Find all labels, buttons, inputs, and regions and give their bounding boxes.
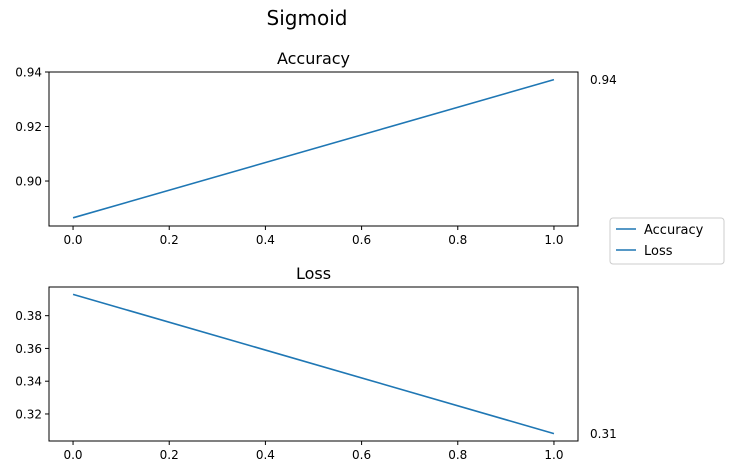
axes-frame-accuracy (48, 71, 579, 227)
y-tick-label-loss-2: 0.36 (15, 342, 42, 356)
subplot-title-loss: Loss (296, 264, 331, 283)
x-tick-label-accuracy-0: 0.0 (63, 233, 82, 247)
x-tick-label-loss-0: 0.0 (63, 448, 82, 462)
axes-frame-loss (48, 286, 579, 442)
series-line-accuracy-0 (72, 78, 555, 219)
x-tick-label-loss-3: 0.6 (352, 448, 371, 462)
y-tick-label-loss-3: 0.38 (15, 309, 42, 323)
x-tick-label-loss-1: 0.2 (160, 448, 179, 462)
axes-layer: Accuracy 0.0 0.2 0.4 0.6 0.8 1.0 0.90 0.92 0.94 0.… (15, 49, 616, 462)
subplot-accuracy: Accuracy 0.0 0.2 0.4 0.6 0.8 1.0 0.90 0.92 0.94 0.… (15, 49, 616, 247)
figure-title: Sigmoid (267, 6, 348, 30)
x-tick-label-loss-2: 0.4 (256, 448, 275, 462)
end-value-label-loss: 0.31 (590, 427, 617, 441)
x-tick-label-accuracy-3: 0.6 (352, 233, 371, 247)
legend-frame (609, 217, 725, 265)
x-tick-label-accuracy-2: 0.4 (256, 233, 275, 247)
end-value-label-accuracy: 0.94 (590, 73, 617, 87)
x-tick-label-accuracy-4: 0.8 (448, 233, 467, 247)
y-tick-label-accuracy-0: 0.90 (15, 175, 42, 189)
legend-label-accuracy: Accuracy (644, 223, 704, 238)
y-tick-label-accuracy-2: 0.94 (15, 66, 42, 80)
subplot-title-accuracy: Accuracy (277, 49, 350, 68)
legend-label-loss: Loss (644, 244, 673, 259)
y-tick-label-accuracy-1: 0.92 (15, 120, 42, 134)
x-tick-label-accuracy-5: 1.0 (544, 233, 563, 247)
y-tick-label-loss-1: 0.34 (15, 375, 42, 389)
legend: Accuracy Loss (609, 217, 725, 265)
subplot-loss: Loss 0.0 0.2 0.4 0.6 0.8 1.0 0.32 0.34 0.36 0.38 0.… (15, 264, 616, 462)
x-tick-label-loss-5: 1.0 (544, 448, 563, 462)
series-line-loss-0 (72, 293, 555, 435)
y-tick-label-loss-0: 0.32 (15, 407, 42, 421)
x-tick-label-loss-4: 0.8 (448, 448, 467, 462)
x-tick-label-accuracy-1: 0.2 (160, 233, 179, 247)
